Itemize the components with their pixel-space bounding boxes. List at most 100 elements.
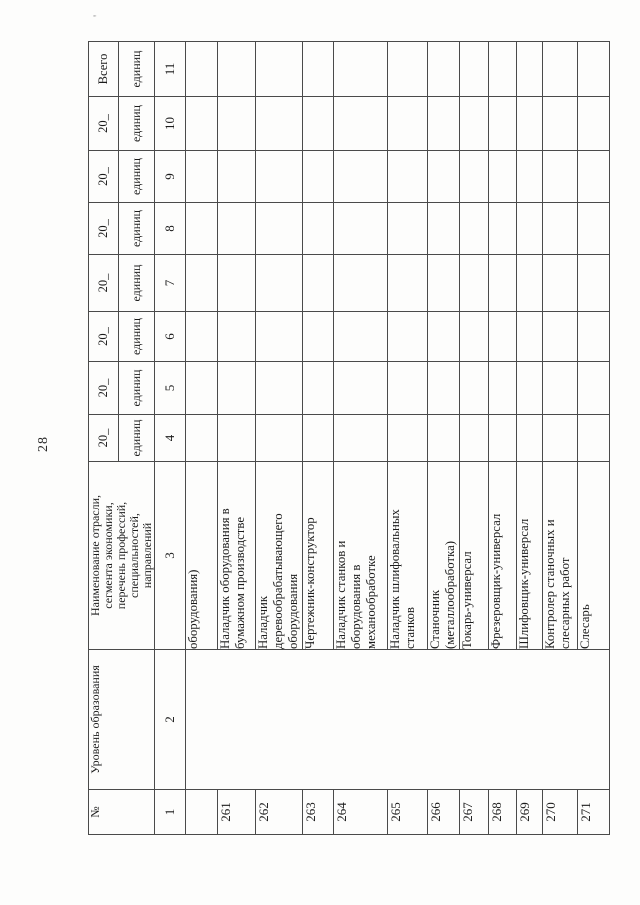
profession-name-cell: Чертежник-конструктор [302, 461, 334, 650]
year-value-cell [488, 96, 517, 151]
year-value-cell [459, 361, 489, 415]
profession-name-cell: Фрезеровщик-универсал [488, 461, 517, 650]
table-body: оборудования) 261 Наладчик оборудования в … [185, 41, 610, 835]
year-value-cell [333, 254, 388, 312]
year-value-cell [302, 150, 334, 203]
year-value-cell [333, 414, 388, 462]
year-value-cell [302, 202, 334, 255]
year-value-cell [387, 202, 428, 255]
total-value-cell [488, 41, 517, 97]
year-value-cell [387, 414, 428, 462]
year-value-cell [185, 202, 218, 255]
row-number-cell: 263 [302, 789, 334, 835]
total-value-cell [302, 41, 334, 97]
profession-name-cell: Станочник (металлообработка) [427, 461, 460, 650]
year-value-cell [302, 96, 334, 151]
year-value-cell [387, 311, 428, 362]
profession-name-cell: Наладчик оборудования в бумажном произво… [217, 461, 256, 650]
year-value-cell [185, 96, 218, 151]
year-value-cell [488, 150, 517, 203]
year-value-cell [488, 202, 517, 255]
row-number-cell: 262 [255, 789, 303, 835]
column-number-cell: 1 [154, 789, 186, 835]
year-value-cell [255, 311, 303, 362]
year-value-cell [516, 254, 543, 312]
year-value-cell [542, 96, 578, 151]
total-value-cell [577, 41, 610, 97]
row-number-cell: 268 [488, 789, 517, 835]
year-value-cell [255, 150, 303, 203]
year-value-cell [577, 150, 610, 203]
column-number-cell: 9 [154, 150, 186, 203]
header-cell-year: 20_ [88, 311, 119, 362]
year-value-cell [387, 96, 428, 151]
year-value-cell [217, 96, 256, 151]
profession-name-cell: Наладчик деревообрабатывающего оборудова… [255, 461, 303, 650]
year-value-cell [185, 414, 218, 462]
total-value-cell [516, 41, 543, 97]
total-value-cell [542, 41, 578, 97]
year-value-cell [577, 202, 610, 255]
year-value-cell [217, 202, 256, 255]
year-value-cell [542, 202, 578, 255]
year-value-cell [333, 202, 388, 255]
year-value-cell [459, 96, 489, 151]
year-value-cell [217, 311, 256, 362]
year-value-cell [459, 150, 489, 203]
year-value-cell [217, 150, 256, 203]
header-cell-education-level: Уровень образования [88, 649, 155, 790]
column-number-cell: 2 [154, 649, 186, 790]
year-value-cell [333, 96, 388, 151]
year-value-cell [185, 254, 218, 312]
total-value-cell [217, 41, 256, 97]
column-number-cell: 6 [154, 311, 186, 362]
header-cell-total: Всего [88, 41, 119, 97]
row-number-cell: 269 [516, 789, 543, 835]
year-value-cell [217, 254, 256, 312]
year-value-cell [217, 414, 256, 462]
header-cell-no: № [88, 789, 155, 835]
staffing-table: № Уровень образования Наименование отрас… [88, 41, 610, 835]
year-value-cell [185, 361, 218, 415]
row-number-cell: 267 [459, 789, 489, 835]
row-number-cell: 264 [333, 789, 388, 835]
header-cell-units: единиц [118, 311, 155, 362]
year-value-cell [516, 414, 543, 462]
column-number-cell: 10 [154, 96, 186, 151]
column-number-cell: 5 [154, 361, 186, 415]
total-value-cell [185, 41, 218, 97]
year-value-cell [427, 150, 460, 203]
year-value-cell [577, 414, 610, 462]
year-value-cell [255, 202, 303, 255]
column-number-cell: 8 [154, 202, 186, 255]
year-value-cell [577, 96, 610, 151]
total-value-cell [255, 41, 303, 97]
year-value-cell [387, 150, 428, 203]
scan-artifact-mark: ' [90, 14, 104, 17]
year-value-cell [427, 361, 460, 415]
header-cell-year: 20_ [88, 414, 119, 462]
year-value-cell [516, 361, 543, 415]
year-value-cell [459, 202, 489, 255]
header-cell-units: единиц [118, 150, 155, 203]
header-cell-units: единиц [118, 361, 155, 415]
year-value-cell [255, 361, 303, 415]
header-cell-year: 20_ [88, 96, 119, 151]
total-value-cell [459, 41, 489, 97]
column-number-cell: 11 [154, 41, 186, 97]
year-value-cell [302, 361, 334, 415]
header-cell-units: единиц [118, 202, 155, 255]
year-value-cell [577, 311, 610, 362]
profession-name-cell: Токарь-универсал [459, 461, 489, 650]
year-value-cell [427, 414, 460, 462]
year-value-cell [516, 202, 543, 255]
profession-name-cell: Наладчик станков и оборудования в механо… [333, 461, 388, 650]
year-value-cell [427, 311, 460, 362]
year-value-cell [302, 311, 334, 362]
header-cell-units: единиц [118, 254, 155, 312]
year-value-cell [427, 254, 460, 312]
education-level-cell [185, 649, 610, 790]
year-value-cell [488, 414, 517, 462]
